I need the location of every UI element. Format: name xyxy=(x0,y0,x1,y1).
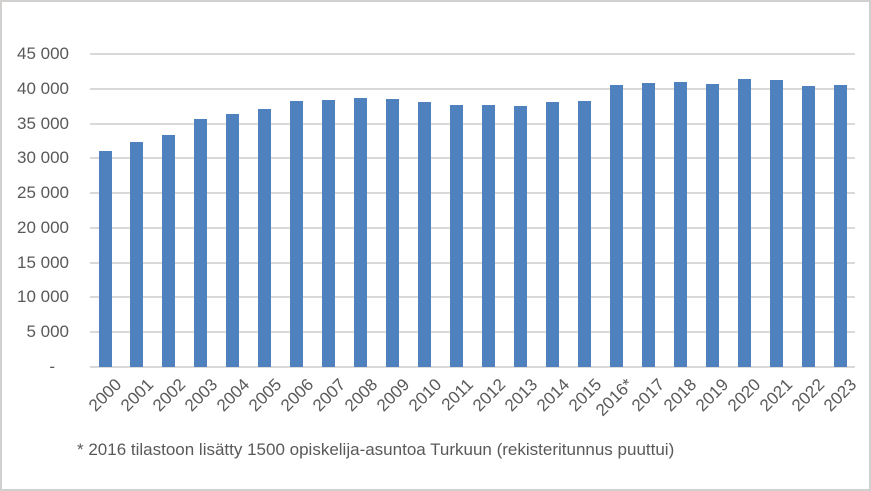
x-label-2023: 2023 xyxy=(820,375,861,416)
bar-2004 xyxy=(226,113,240,367)
y-tick-40000: 40 000 xyxy=(17,78,69,98)
y-tick-20000: 20 000 xyxy=(17,217,69,237)
x-label-2014: 2014 xyxy=(532,375,573,416)
x-label-2012: 2012 xyxy=(468,375,509,416)
y-tick-45000: 45 000 xyxy=(17,44,69,63)
gridline-25000 xyxy=(90,192,855,195)
y-axis-labels: - 5 000 10 000 15 000 20 000 25 000 30 000 35 0… xyxy=(2,45,69,376)
x-label-2007: 2007 xyxy=(308,375,350,416)
x-label-2017: 2017 xyxy=(628,375,669,416)
y-tick-30000: 30 000 xyxy=(17,148,69,168)
x-label-2022: 2022 xyxy=(788,375,829,416)
x-label-2003: 2003 xyxy=(181,375,222,416)
y-tick-10000: 10 000 xyxy=(17,287,69,307)
gridline-10000 xyxy=(90,296,855,299)
x-label-2001: 2001 xyxy=(117,375,158,416)
bar-2019 xyxy=(705,83,719,367)
x-label-2008: 2008 xyxy=(340,375,382,416)
y-tick-35000: 35 000 xyxy=(17,113,69,133)
bar-2011 xyxy=(450,105,464,367)
bar-2007 xyxy=(322,99,336,367)
x-label-2004: 2004 xyxy=(213,375,254,416)
bar-2005 xyxy=(258,108,272,367)
bar-2022 xyxy=(801,86,815,367)
y-tick-5000: 5 000 xyxy=(26,322,69,342)
x-label-2005: 2005 xyxy=(245,375,286,416)
bar-2016* xyxy=(609,85,623,367)
x-label-2000: 2000 xyxy=(85,375,126,416)
bar-2015 xyxy=(577,100,591,367)
bar-2003 xyxy=(194,119,208,367)
y-tick-15000: 15 000 xyxy=(17,252,69,272)
x-label-2020: 2020 xyxy=(724,375,765,416)
bar-2021 xyxy=(769,79,783,367)
x-label-2019: 2019 xyxy=(692,375,733,416)
x-axis-labels: 2000 2001 2002 2003 2004 2005 2006 2007 2008 2009… xyxy=(2,367,869,437)
y-tick-0: - xyxy=(49,357,55,376)
x-label-2018: 2018 xyxy=(660,375,701,416)
bar-2018 xyxy=(673,81,687,367)
bar-2010 xyxy=(418,102,432,367)
x-label-2021: 2021 xyxy=(756,375,797,416)
bar-2006 xyxy=(290,101,304,367)
gridline-35000 xyxy=(90,122,855,125)
bar-2008 xyxy=(354,97,368,367)
bar-2014 xyxy=(545,102,559,367)
bar-2013 xyxy=(513,106,527,367)
bar-2020 xyxy=(737,79,751,367)
x-label-2010: 2010 xyxy=(404,375,446,416)
gridline-40000 xyxy=(90,87,855,90)
plot-area xyxy=(90,53,855,368)
x-label-2013: 2013 xyxy=(500,375,541,416)
bar-2002 xyxy=(162,134,176,367)
bar-2001 xyxy=(130,142,144,367)
bar-2017 xyxy=(641,83,655,367)
x-label-2002: 2002 xyxy=(149,375,190,416)
x-label-2011: 2011 xyxy=(437,375,477,415)
bar-2023 xyxy=(833,84,847,367)
gridline-20000 xyxy=(90,226,855,229)
gridline-0 xyxy=(90,366,855,368)
x-label-2009: 2009 xyxy=(372,375,414,416)
y-tick-25000: 25 000 xyxy=(17,183,69,203)
gridline-5000 xyxy=(90,331,855,334)
gridline-30000 xyxy=(90,157,855,160)
chart-footnote: * 2016 tilastoon lisätty 1500 opiskelija… xyxy=(77,440,675,459)
bar-2012 xyxy=(481,104,495,367)
bar-2000 xyxy=(98,150,112,367)
x-label-2006: 2006 xyxy=(277,375,318,416)
gridline-15000 xyxy=(90,261,855,264)
bar-2009 xyxy=(386,98,400,367)
gridline-45000 xyxy=(90,53,855,55)
